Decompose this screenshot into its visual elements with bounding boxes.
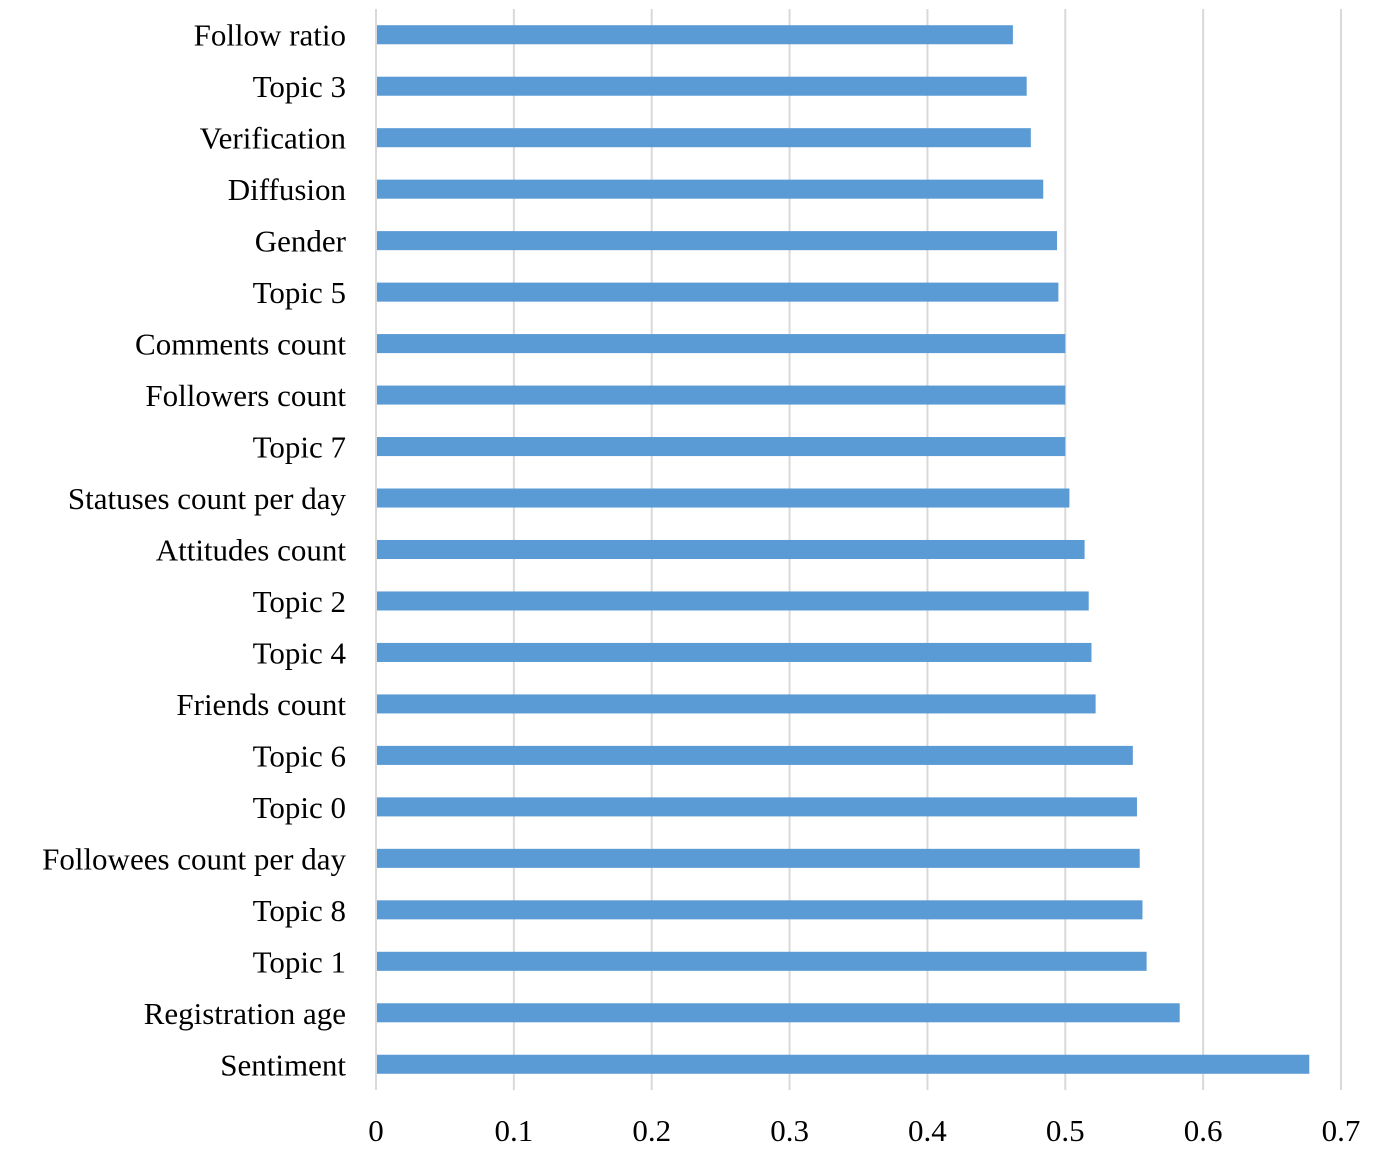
x-tick-label: 0.1 [494,1113,533,1145]
bar [376,900,1143,920]
category-label: Followees count per day [42,841,346,876]
category-label: Topic 8 [253,893,346,928]
bar [376,642,1092,662]
category-label: Sentiment [220,1047,346,1082]
bar [376,745,1133,765]
bar [376,25,1013,45]
bar [376,848,1140,868]
bar [376,231,1058,251]
x-tick-label: 0.6 [1184,1113,1223,1145]
category-label: Topic 5 [253,275,346,310]
bar [376,76,1027,96]
x-tick-label: 0.7 [1322,1113,1361,1145]
bar [376,437,1066,457]
category-label: Attitudes count [156,533,347,568]
bar [376,951,1147,971]
category-label: Topic 3 [253,69,346,104]
category-label: Topic 7 [253,430,346,465]
bar-layer [376,25,1310,1074]
category-label: Registration age [144,996,346,1031]
category-label: Friends count [176,687,346,722]
bar [376,591,1089,611]
category-label: Comments count [135,327,346,362]
x-tick-label: 0.2 [632,1113,671,1145]
category-label: Topic 0 [253,790,346,825]
category-label: Topic 1 [253,944,346,979]
category-labels: Follow ratio Topic 3 Verification Diffusion… [42,18,347,1083]
bar [376,694,1096,714]
category-label: Topic 2 [253,584,346,619]
bar [376,797,1137,817]
bar [376,539,1085,560]
x-tick-label: 0.4 [908,1113,947,1145]
category-label: Statuses count per day [68,481,347,516]
bar [376,179,1044,199]
x-tick-label: 0.3 [770,1113,809,1145]
bar [376,1054,1310,1074]
category-label: Topic 6 [253,738,346,773]
category-label: Diffusion [228,172,347,207]
x-tick-label: 0.5 [1046,1113,1085,1145]
category-label: Followers count [145,378,346,413]
bar [376,488,1070,508]
category-label: Topic 4 [253,635,347,670]
bar [376,385,1066,405]
bar [376,1003,1180,1023]
bar [376,282,1059,302]
bar [376,128,1031,148]
tick-labels: 0 0.1 0.2 0.3 0.4 0.5 0.6 0.7 [368,1113,1361,1148]
bar [376,334,1066,354]
x-tick-label: 0 [368,1113,384,1145]
category-label: Follow ratio [194,18,346,53]
category-label: Gender [255,224,347,259]
category-label: Verification [200,121,347,156]
